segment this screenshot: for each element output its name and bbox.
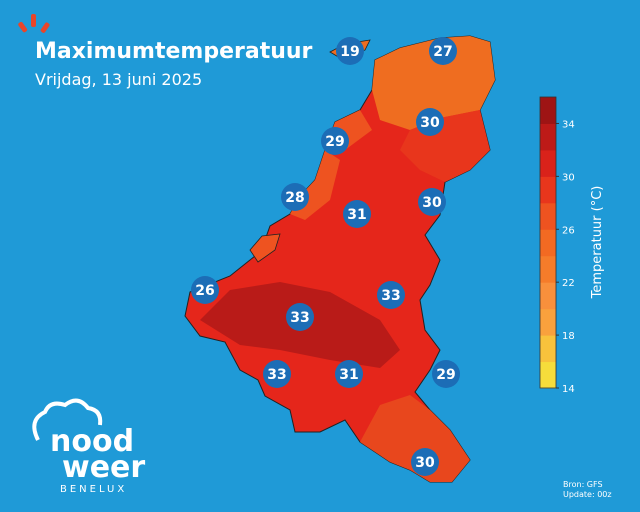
city-marker	[263, 360, 291, 388]
city-marker	[429, 37, 457, 65]
city-marker	[335, 360, 363, 388]
city-marker	[432, 360, 460, 388]
source: Bron: GFS	[563, 480, 603, 489]
colorbar-tick-label: 34	[562, 119, 575, 130]
city-temp: 26	[195, 283, 214, 299]
colorbar-tick-label: 14	[562, 384, 575, 395]
city-temp: 31	[347, 207, 366, 223]
colorbar-band	[540, 361, 556, 389]
city-temp: 19	[340, 44, 359, 60]
city-marker	[411, 448, 439, 476]
colorbar-tick-label: 18	[562, 331, 575, 342]
colorbar-tick-label: 30	[562, 172, 575, 183]
colorbar-tick-label: 22	[562, 278, 575, 289]
colorbar-band	[540, 229, 556, 257]
colorbar-band	[540, 176, 556, 204]
city-temp: 33	[267, 367, 286, 383]
city-temp: 33	[290, 310, 309, 326]
logo-subtext: BENELUX	[60, 484, 127, 495]
colorbar-band	[540, 308, 556, 336]
city-temp: 30	[415, 455, 435, 471]
colorbar-band	[540, 123, 556, 151]
logo-text: weer	[62, 450, 145, 485]
city-temp: 28	[285, 190, 304, 206]
subtitle: Vrijdag, 13 juni 2025	[35, 70, 202, 89]
city-marker	[281, 183, 309, 211]
city-marker	[286, 303, 314, 331]
logo: nood weer BENELUX	[32, 398, 145, 495]
country-shape	[184, 35, 496, 483]
colorbar-band	[540, 149, 556, 177]
colorbar-band	[540, 282, 556, 310]
city-marker	[418, 188, 446, 216]
colorbar-band	[540, 335, 556, 363]
city-temp: 27	[433, 44, 452, 60]
title: Maximumtemperatuur	[35, 39, 313, 64]
colorbar-band	[540, 97, 556, 124]
city-marker	[343, 200, 371, 228]
city-temp: 33	[381, 288, 400, 304]
city-temp: 30	[420, 115, 440, 131]
city-temp: 29	[325, 134, 344, 150]
city-temp: 30	[422, 195, 442, 211]
update: Update: 00z	[563, 490, 612, 499]
logo-text: nood	[50, 424, 134, 459]
city-marker	[377, 281, 405, 309]
colorbar-band	[540, 202, 556, 230]
city-marker	[321, 127, 349, 155]
logo-mark	[18, 14, 50, 33]
city-marker	[191, 276, 219, 304]
colorbar-label: Temperatuur (°C)	[590, 186, 605, 300]
colorbar-tick-label: 26	[562, 225, 575, 236]
city-temp: 29	[436, 367, 455, 383]
colorbar-frame	[539, 96, 557, 389]
colorbar-band	[540, 255, 556, 283]
city-marker	[336, 37, 364, 65]
city-temp: 31	[339, 367, 358, 383]
city-marker	[416, 108, 444, 136]
